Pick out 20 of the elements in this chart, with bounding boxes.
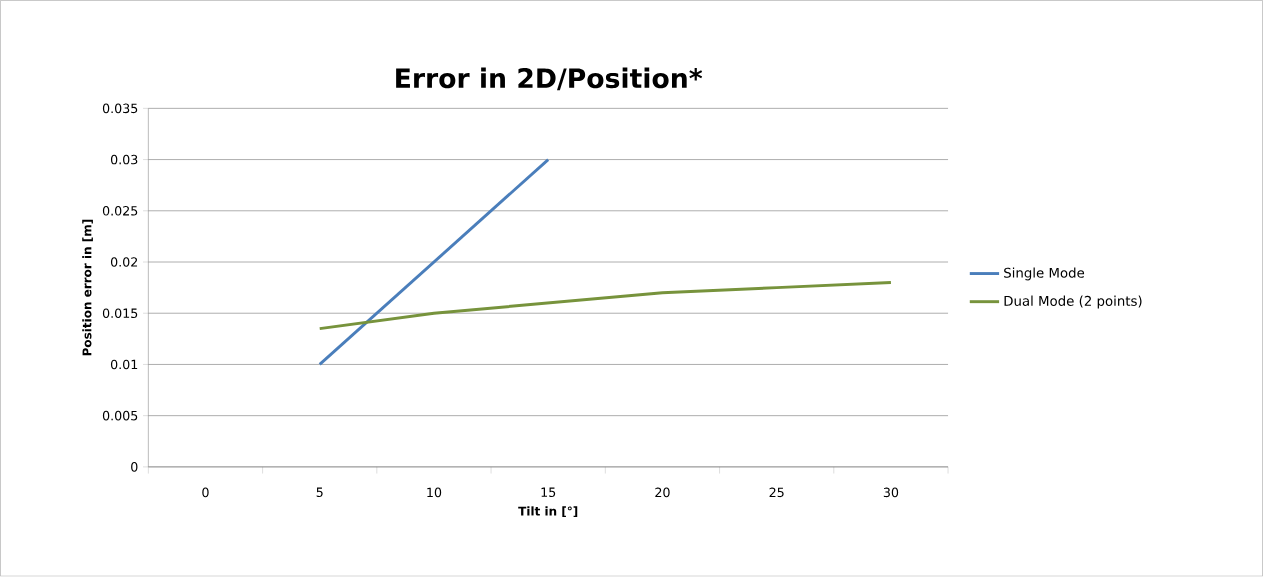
y-tick-label: 0.025 bbox=[102, 206, 138, 216]
y-tick-label: 0 bbox=[131, 462, 138, 472]
x-tick-label: 0 bbox=[202, 487, 209, 498]
y-tick-label: 0.005 bbox=[102, 411, 138, 421]
x-tick-label: 5 bbox=[316, 487, 323, 498]
x-axis-title: Tilt in [°] bbox=[518, 506, 578, 518]
y-tick-label: 0.01 bbox=[110, 359, 138, 370]
chart-title: Error in 2D/Position* bbox=[396, 67, 703, 91]
legend-label: Single Mode bbox=[1004, 267, 1085, 281]
x-tick-label: 15 bbox=[541, 487, 556, 498]
x-tick-label: 10 bbox=[427, 487, 442, 498]
x-tick-label: 30 bbox=[883, 487, 899, 498]
legend-label: Dual Mode (2 points) bbox=[1004, 295, 1142, 309]
y-tick-label: 0.03 bbox=[110, 154, 138, 165]
y-tick-label: 0.015 bbox=[102, 308, 138, 319]
x-tick-label: 25 bbox=[769, 487, 784, 498]
y-axis-title: Position error in [m] bbox=[82, 220, 93, 356]
y-tick-label: 0.035 bbox=[102, 103, 138, 114]
y-tick-label: 0.02 bbox=[110, 257, 138, 268]
x-tick-label: 20 bbox=[655, 487, 670, 498]
